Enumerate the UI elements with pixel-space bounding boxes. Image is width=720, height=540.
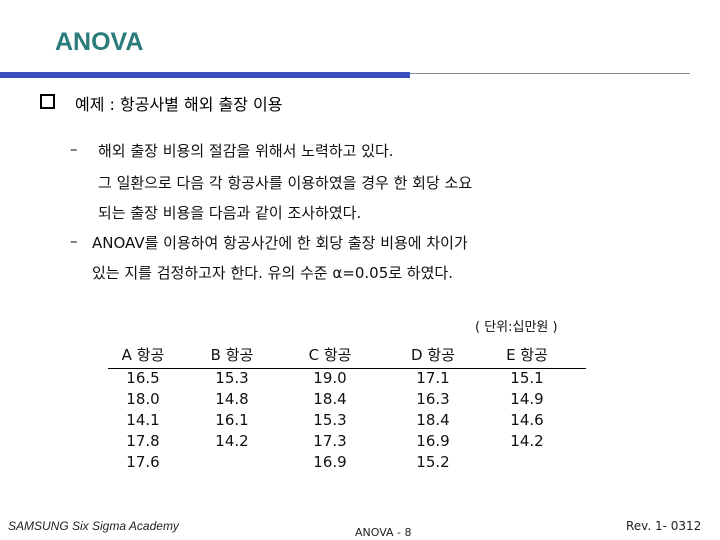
table-cell: 16.5	[126, 369, 160, 387]
column-header: C 항공	[308, 346, 352, 364]
column-header: A 항공	[121, 346, 165, 364]
table-cell: 18.0	[126, 390, 160, 408]
unit-note: ( 단위:십만원 )	[475, 320, 558, 335]
bullet-line: ANOAV를 이용하여 항공사간에 한 회당 출장 비용에 차이가	[92, 234, 468, 252]
title-bar	[0, 72, 410, 78]
table-cell: 14.8	[215, 390, 249, 408]
title: ANOVA	[55, 28, 144, 56]
bullet-line: 되는 출장 비용을 다음과 같이 조사하였다.	[98, 204, 362, 222]
table-cell: 18.4	[416, 411, 450, 429]
bullet-line: 있는 지를 검정하고자 한다. 유의 수준 α=0.05로 하였다.	[92, 264, 453, 282]
table-cell: 14.1	[126, 411, 160, 429]
column-header: E 항공	[506, 346, 548, 364]
footer-right: Rev. 1- 0312	[626, 519, 702, 533]
table-cell: 15.3	[313, 411, 347, 429]
table-cell: 16.3	[416, 390, 450, 408]
table-cell: 14.2	[510, 432, 544, 450]
column-header: B 항공	[210, 346, 254, 364]
table-cell: 17.6	[126, 453, 160, 471]
table-cell: 17.1	[416, 369, 450, 387]
table-cell: 14.9	[510, 390, 544, 408]
table-cell: 19.0	[313, 369, 347, 387]
table-cell: 18.4	[313, 390, 347, 408]
checkbox-bullet	[40, 94, 55, 109]
bullet-line: 해외 출장 비용의 절감을 위해서 노력하고 있다.	[98, 142, 394, 160]
footer-left: SAMSUNG Six Sigma Academy	[8, 519, 179, 533]
table-cell: 15.3	[215, 369, 249, 387]
table-rule	[108, 368, 586, 369]
table-cell: 15.2	[416, 453, 450, 471]
title-rule	[410, 73, 690, 74]
bullet-line: 그 일환으로 다음 각 항공사를 이용하였을 경우 한 회당 소요	[98, 174, 473, 192]
dash: –	[70, 140, 78, 158]
heading: 예제 : 항공사별 해외 출장 이용	[75, 95, 283, 114]
table-cell: 14.2	[215, 432, 249, 450]
table-cell: 15.1	[510, 369, 544, 387]
table-cell: 17.8	[126, 432, 160, 450]
table-cell: 16.9	[416, 432, 450, 450]
column-header: D 항공	[411, 346, 455, 364]
table-cell: 17.3	[313, 432, 347, 450]
dash: –	[70, 232, 78, 250]
table-cell: 16.9	[313, 453, 347, 471]
footer-center: ANOVA - 8	[355, 526, 412, 539]
table-cell: 16.1	[215, 411, 249, 429]
table-cell: 14.6	[510, 411, 544, 429]
